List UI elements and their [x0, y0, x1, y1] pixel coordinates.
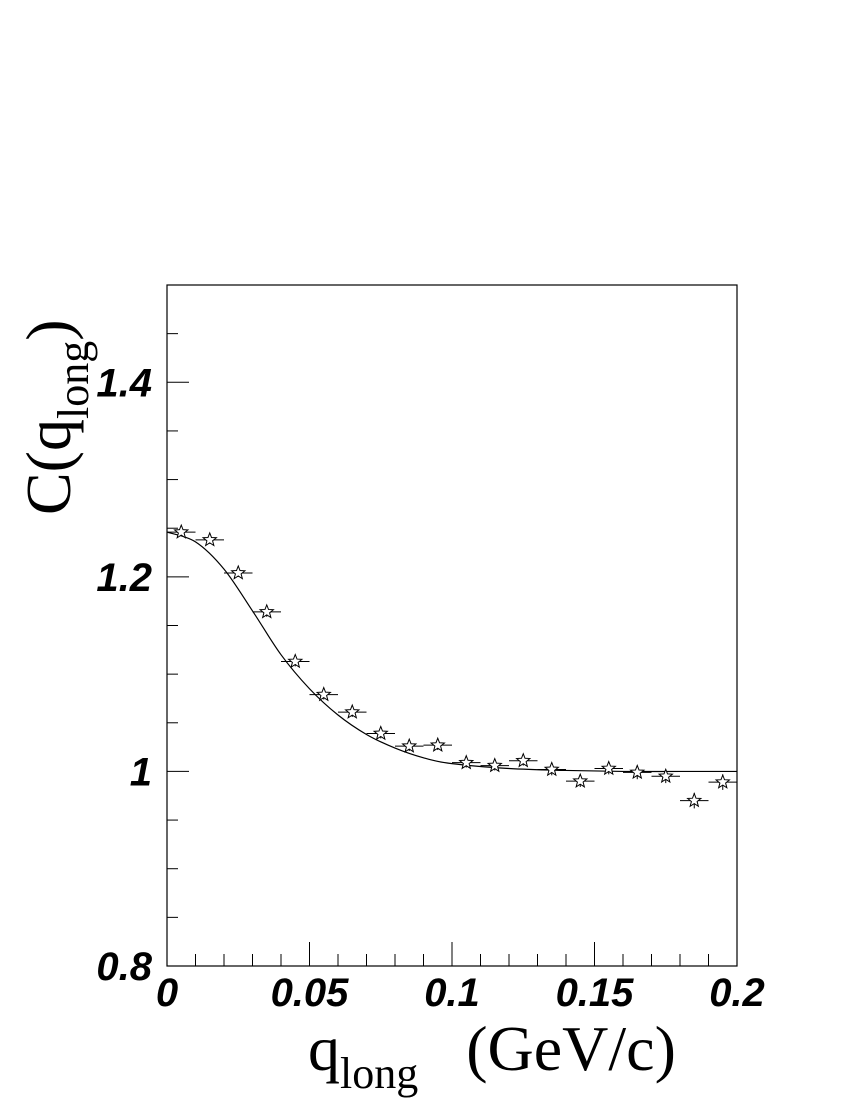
- data-point: [572, 772, 589, 788]
- data-point: [287, 653, 304, 669]
- data-point: [258, 603, 275, 619]
- x-axis-title: qlong (GeV/c): [308, 1013, 676, 1098]
- data-point: [657, 767, 674, 784]
- x-axis-title-main: q: [308, 1013, 340, 1084]
- data-point: [714, 773, 731, 789]
- y-tick-label: 0.8: [96, 945, 152, 989]
- x-tick-label: 0.2: [709, 971, 765, 1015]
- y-tick-label: 1.2: [96, 556, 152, 600]
- y-axis-title-main: C(q: [13, 419, 84, 515]
- x-tick-label: 0.15: [556, 971, 635, 1015]
- data-point: [372, 725, 389, 741]
- data-point: [515, 752, 532, 768]
- data-point: [401, 737, 418, 753]
- y-axis-title: C(qlong): [13, 319, 98, 515]
- data-point: [458, 754, 475, 770]
- x-tick-label: 0.05: [271, 971, 350, 1015]
- data-point: [486, 757, 503, 773]
- data-point: [543, 761, 560, 777]
- x-axis-title-sub: long: [340, 1049, 418, 1098]
- x-axis-title-unit: (GeV/c): [466, 1013, 676, 1084]
- x-tick-label: 0.1: [424, 971, 480, 1015]
- data-point: [344, 703, 361, 719]
- data-point: [173, 523, 190, 539]
- data-point: [629, 764, 646, 780]
- y-axis-title-close: ): [13, 319, 84, 340]
- fit-curve: [166, 531, 737, 773]
- ticks-group: [166, 284, 738, 967]
- y-tick-label: 1: [130, 750, 152, 794]
- data-point: [600, 760, 617, 776]
- data-point: [686, 792, 703, 808]
- data-point: [315, 686, 332, 702]
- data-point: [230, 564, 247, 580]
- x-tick-label: 0: [156, 971, 178, 1015]
- data-point: [429, 736, 446, 752]
- plot-frame: [166, 284, 738, 967]
- data-point: [201, 531, 218, 547]
- tick-labels-group: 0 0.05 0.1 0.15 0.2 0.8 1 1.2 1.4: [96, 361, 764, 1015]
- y-tick-label: 1.4: [96, 361, 152, 405]
- y-axis-title-sub: long: [49, 341, 98, 419]
- data-points-group: [167, 523, 737, 809]
